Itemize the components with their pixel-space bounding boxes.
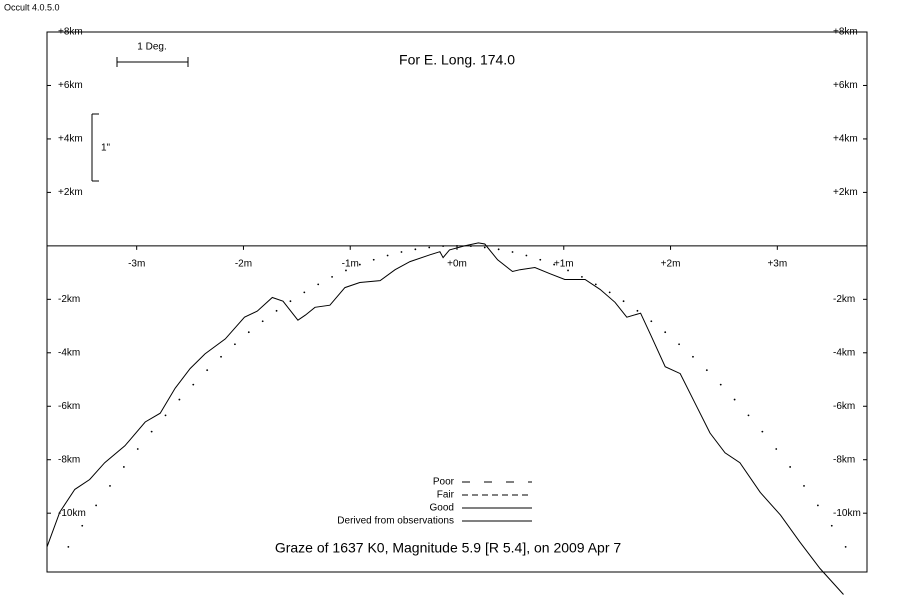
profile-dot (414, 248, 417, 251)
profile-dot (109, 485, 111, 487)
y-tick-label: -4km (833, 347, 855, 358)
profile-dot (289, 300, 292, 303)
y-tick-label: -2km (833, 294, 855, 305)
profile-dot (594, 283, 597, 286)
legend-label: Derived from observations (337, 516, 454, 527)
profile-dot (469, 245, 472, 248)
profile-dot (733, 398, 736, 401)
profile-dot (761, 430, 764, 433)
profile-dot (67, 545, 70, 548)
profile-dot (816, 504, 819, 507)
y-tick-label: +2km (833, 187, 858, 198)
x-tick-label: -3m (128, 259, 145, 270)
profile-dot (705, 369, 708, 372)
profile-dot (483, 246, 486, 249)
profile-dot (525, 254, 528, 257)
x-tick-label: +1m (554, 259, 574, 270)
profile-dot (719, 383, 722, 386)
x-tick-label: -2m (235, 259, 252, 270)
profile-dot (95, 504, 98, 507)
y-tick-label: -4km (58, 347, 80, 358)
profile-dot (234, 343, 236, 346)
legend-label: Good (430, 503, 454, 514)
y-tick-label: -10km (58, 508, 86, 519)
profile-dot (650, 320, 653, 323)
x-tick-label: +2m (661, 259, 681, 270)
chart-title: For E. Long. 174.0 (399, 52, 515, 68)
profile-dot (775, 448, 778, 450)
profile-dot (386, 254, 389, 257)
y-tick-label: +8km (58, 27, 83, 38)
profile-dot (206, 369, 209, 372)
scale-bar-label: 1" (101, 143, 111, 154)
profile-dot (497, 248, 500, 251)
y-tick-label: +6km (833, 80, 858, 91)
x-tick-label: +3m (767, 259, 787, 270)
profile-dot (317, 283, 320, 286)
profile-dot (358, 263, 361, 266)
profile-dot (539, 258, 542, 261)
profile-dot (678, 343, 680, 346)
profile-dot (122, 466, 125, 468)
y-tick-label: -8km (58, 454, 80, 465)
profile-dot (136, 448, 139, 450)
profile-dot (636, 309, 639, 312)
y-tick-label: -8km (833, 454, 855, 465)
profile-dot (261, 320, 264, 323)
app-title: Occult 4.0.5.0 (4, 2, 60, 12)
profile-dot (442, 245, 445, 248)
profile-dot (428, 246, 431, 249)
profile-dot (844, 545, 847, 548)
profile-dot (692, 355, 694, 358)
y-tick-label: -6km (58, 401, 80, 412)
legend-label: Poor (433, 477, 455, 488)
profile-dot (178, 398, 181, 401)
profile-dot (747, 414, 750, 417)
y-tick-label: +2km (58, 187, 83, 198)
legend-label: Fair (437, 490, 455, 501)
profile-dot (567, 269, 569, 272)
y-tick-label: -10km (833, 508, 861, 519)
profile-dot (553, 263, 556, 266)
y-tick-label: +4km (833, 134, 858, 145)
y-tick-label: +4km (58, 134, 83, 145)
profile-dot (220, 355, 222, 358)
x-tick-label: -1m (342, 259, 359, 270)
y-tick-label: -2km (58, 294, 80, 305)
profile-dot (830, 524, 833, 527)
profile-dot (664, 331, 667, 334)
chart-subtitle: Graze of 1637 K0, Magnitude 5.9 [R 5.4],… (275, 540, 622, 556)
plot-frame (46, 31, 868, 573)
profile-dot (789, 466, 792, 468)
profile-dot (456, 244, 458, 247)
profile-dot (581, 275, 583, 278)
profile-dot (150, 430, 153, 433)
profile-dot (192, 383, 195, 386)
profile-dot (400, 251, 403, 253)
profile-dot (303, 291, 306, 294)
profile-dot (331, 275, 333, 278)
profile-dot (608, 291, 611, 294)
y-tick-label: +8km (833, 27, 858, 38)
x-tick-label: +0m (447, 259, 467, 270)
y-tick-label: +6km (58, 80, 83, 91)
profile-dot (275, 309, 278, 312)
profile-dot (81, 524, 84, 527)
profile-dot (345, 269, 347, 272)
profile-dot (164, 414, 167, 417)
y-tick-label: -6km (833, 401, 855, 412)
profile-dot (622, 300, 625, 303)
profile-line (46, 242, 844, 595)
profile-dot (372, 258, 375, 261)
profile-dot (803, 485, 805, 487)
scale-bar-label: 1 Deg. (137, 42, 166, 53)
profile-dot (511, 251, 514, 253)
profile-dot (247, 331, 250, 334)
